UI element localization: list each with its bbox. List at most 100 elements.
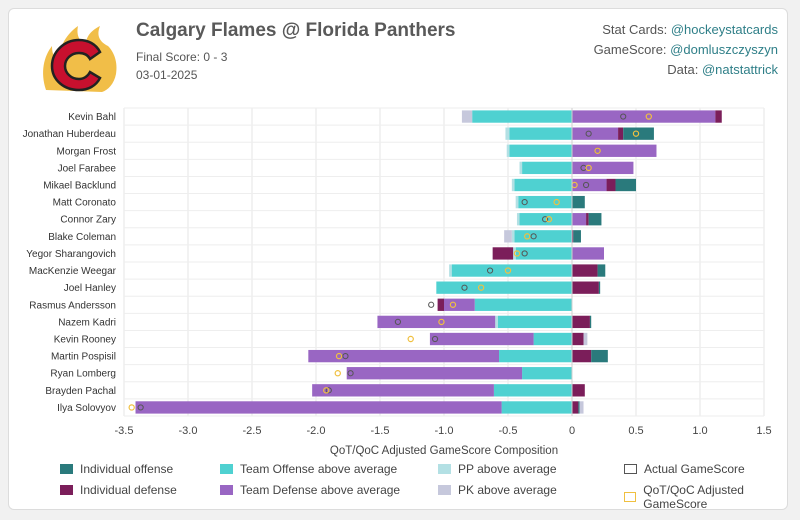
flames-logo-c-icon [50,38,102,92]
team-defense-bar [444,298,475,311]
individual-defense-bar [586,213,589,226]
team-offense-bar [499,349,572,363]
player-label: Matt Coronato [53,198,117,209]
individual-offense-bar [573,230,581,243]
player-label: Ilya Solovyov [57,403,116,414]
actual-gamescore-marker [137,404,144,411]
credit-handle[interactable]: @hockeystatcards [670,22,778,37]
legend-swatch [624,492,637,502]
adjusted-gamescore-marker [545,216,553,223]
player-label: Yegor Sharangovich [26,249,116,260]
team-offense-bar [515,247,572,260]
actual-gamescore-marker [530,233,537,240]
individual-offense-bar [572,195,585,209]
legend-item: Individual defense [60,483,177,497]
individual-defense-bar [715,110,722,123]
actual-gamescore-marker [542,216,549,223]
team-offense-bar [522,367,572,380]
adjusted-gamescore-marker [585,164,592,172]
team-offense-bar [472,110,572,123]
team-defense-bar [377,315,496,329]
adjusted-gamescore-marker [335,352,343,360]
flames-logo [38,22,120,96]
pp-bar [506,144,510,157]
x-tick-label: 0.5 [628,425,643,437]
team-defense-bar [135,401,502,414]
team-offense-bar [514,230,572,243]
player-label: Rasmus Andersson [29,300,116,311]
adjusted-gamescore-marker [407,335,414,343]
individual-defense-bar [572,349,592,363]
player-label: Morgan Frost [57,146,117,157]
credit-data: Data: @natstattrick [667,62,778,77]
player-label: Ryan Lomberg [50,369,116,380]
player-label: Nazem Kadri [58,317,116,328]
legend-item: Team Defense above average [220,483,400,497]
team-defense-bar [572,144,657,157]
actual-gamescore-marker [394,318,402,325]
x-tick-label: 0 [569,425,575,437]
adjusted-gamescore-marker [594,147,601,154]
team-offense-bar [474,298,572,311]
actual-gamescore-marker [582,181,590,189]
individual-defense-bar [492,247,514,260]
game-date: 03-01-2025 [136,68,198,82]
individual-offense-bar [615,178,636,192]
team-offense-bar [501,401,572,414]
actual-gamescore-marker [431,335,439,343]
legend-label: PK above average [458,483,557,497]
legend-item: PK above average [438,483,557,497]
individual-defense-bar [572,401,579,414]
team-defense-bar [308,349,500,363]
pp-bar [505,127,510,140]
legend-label: Team Offense above average [240,462,398,476]
actual-gamescore-marker [486,267,494,274]
team-offense-bar [522,161,572,175]
pp-bar [519,161,523,175]
team-offense-bar [436,281,572,294]
actual-gamescore-marker [521,250,528,257]
team-defense-bar [572,127,619,140]
legend-label: Individual offense [80,462,174,476]
team-offense-bar [497,315,572,329]
x-axis-title: QoT/QoC Adjusted GameScore Composition [330,445,558,457]
player-label: Blake Coleman [48,232,116,243]
adjusted-gamescore-marker [513,250,521,257]
team-offense-bar [451,264,572,277]
x-tick-label: -2.0 [307,425,326,437]
team-defense-bar [572,161,634,175]
pk-bar [504,230,512,243]
x-tick-label: -1.5 [371,425,390,437]
player-label: Mikael Backlund [43,181,116,192]
player-label: Brayden Pachal [45,386,116,397]
pk-bar [461,110,473,123]
adjusted-gamescore-marker [477,284,485,291]
individual-defense-bar [572,315,590,329]
x-tick-label: 1.0 [692,425,707,437]
player-label: Kevin Bahl [68,112,116,123]
actual-gamescore-marker [461,284,468,291]
credit-handle[interactable]: @natstattrick [701,62,778,77]
individual-offense-bar [591,349,608,363]
legend-label: Actual GameScore [644,462,745,476]
actual-gamescore-marker [585,130,592,137]
credit-gamescore: GameScore: @domluszczyszyn [593,42,778,57]
team-offense-bar [509,144,572,157]
individual-defense-bar [606,178,616,192]
credits: Stat Cards: @hockeystatcards GameScore: … [594,20,778,80]
adjusted-gamescore-marker [334,370,341,377]
pp-bar [495,315,498,329]
legend-swatch [220,464,233,474]
adjusted-gamescore-marker [632,130,640,137]
credit-handle[interactable]: @domluszczyszyn [670,42,778,57]
x-tick-label: -0.5 [499,425,518,437]
individual-offense-bar [589,315,592,329]
team-offense-bar [493,384,572,397]
adjusted-gamescore-marker [323,387,330,394]
adjusted-gamescore-marker [438,318,445,326]
individual-defense-bar [437,298,444,311]
legend-label: PP above average [458,462,557,476]
actual-gamescore-marker [428,301,435,308]
legend-swatch [60,464,73,474]
